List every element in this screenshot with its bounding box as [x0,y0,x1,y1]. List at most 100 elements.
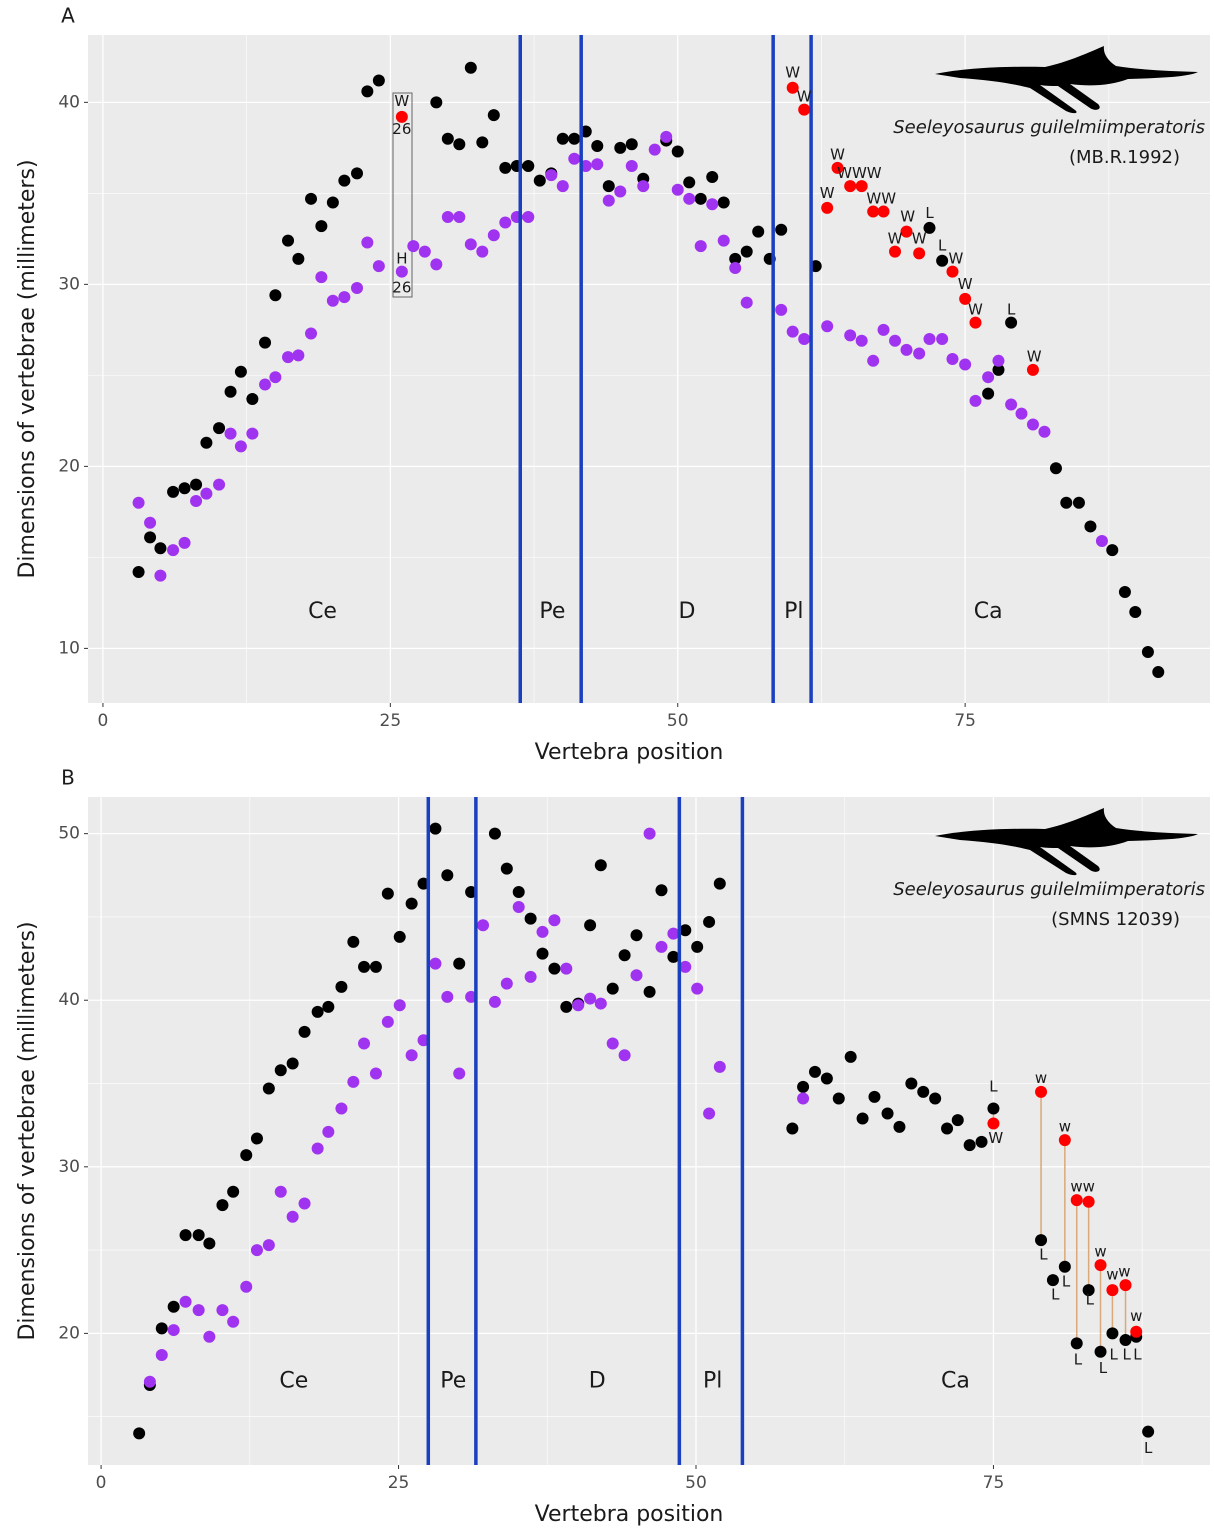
data-point [155,1322,168,1335]
annotation: W [968,300,983,318]
data-point [881,1107,894,1120]
data-point [821,320,834,333]
data-point [234,365,247,378]
data-point [351,167,364,180]
data-point [1058,1260,1071,1273]
data-point [913,347,926,360]
data-point [1130,1325,1143,1338]
data-point [167,1324,180,1337]
data-point [441,869,454,882]
data-point [476,245,489,258]
data-point [855,334,868,347]
data-point [820,1072,833,1085]
data-point [315,271,328,284]
annotation: WWW [837,164,882,182]
data-point [418,245,431,258]
data-point [405,897,418,910]
annotation: 26 [392,120,411,138]
data-point [269,289,282,302]
data-point [369,960,382,973]
x-tick-label: 25 [380,711,402,731]
data-point [465,990,478,1003]
data-point [335,1102,348,1115]
data-point [393,930,406,943]
data-point [322,1125,335,1138]
data-point [522,211,535,224]
annotation: L [1039,1246,1048,1264]
annotation: w [1106,1266,1118,1284]
data-point [1060,496,1073,509]
y-tick-label: 30 [58,1157,80,1177]
data-point [877,323,890,336]
data-point [234,440,247,453]
data-point [524,912,537,925]
data-point [797,1092,810,1105]
annotation: L [1086,1291,1095,1309]
x-tick-label: 50 [685,1473,707,1493]
data-point [154,569,167,582]
data-point [951,1114,964,1127]
data-point [200,487,213,500]
data-point [630,929,643,942]
region-label: Ce [279,1369,308,1394]
x-tick-label: 50 [667,711,689,731]
data-point [545,169,558,182]
data-point [683,192,696,205]
data-point [832,1092,845,1105]
data-point [227,1185,240,1198]
data-point [1026,418,1039,431]
specimen-id: (SMNS 12039) [1051,909,1180,930]
data-point [591,158,604,171]
data-point [167,485,180,498]
data-point [500,977,513,990]
data-point [917,1085,930,1098]
highlight-box [392,92,413,298]
data-point [606,982,619,995]
data-point [1129,605,1142,618]
data-point [877,205,890,218]
data-point [982,387,995,400]
data-point [213,478,226,491]
data-point [499,216,512,229]
data-point [298,1025,311,1038]
data-point [893,1120,906,1133]
data-point [703,1107,716,1120]
data-point [959,292,972,305]
data-point [1141,646,1154,659]
data-point [155,1349,168,1362]
data-point [1119,1279,1132,1292]
data-point [441,990,454,1003]
x-tick-label: 75 [954,711,976,731]
region-label: D [678,599,695,624]
data-point [326,294,339,307]
data-point [987,1117,1000,1130]
data-point [274,1185,287,1198]
data-point [429,822,442,835]
data-point [548,962,561,975]
data-point [694,192,707,205]
data-point [298,1197,311,1210]
data-point [216,1304,229,1317]
data-point [713,1060,726,1073]
data-point [192,1304,205,1317]
annotation: W [820,184,835,202]
data-point [476,136,489,149]
data-point [987,1102,1000,1115]
data-point [262,1082,275,1095]
annotation: ww [1070,1177,1095,1195]
data-point [144,531,157,544]
data-point [556,132,569,145]
data-point [556,180,569,193]
data-point [975,1135,988,1148]
data-point [963,1139,976,1152]
data-point [584,992,597,1005]
data-point [691,940,704,953]
data-point [855,180,868,193]
data-point [417,877,430,890]
data-point [643,985,656,998]
data-point [351,282,364,295]
specimen-id: (MB.R.1992) [1069,147,1180,168]
